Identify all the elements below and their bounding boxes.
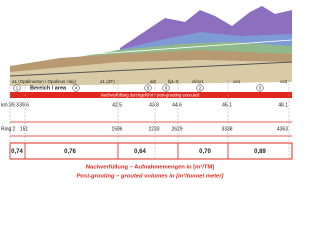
table-frame [9, 142, 293, 160]
area-circle [196, 84, 204, 92]
ring-label: Ring:2 [1, 126, 16, 132]
unit-label: ox2 [280, 79, 288, 84]
tan-layer [10, 60, 292, 86]
geology [9, 6, 293, 86]
km-label: 46.1 [222, 102, 232, 108]
km-label: 44.6 [172, 102, 182, 108]
area-number: 4 [75, 85, 78, 90]
area-circle [72, 84, 80, 92]
ring-label: 4363 [277, 126, 288, 132]
volume-value: 0,89 [254, 149, 266, 155]
km-label: 43.8 [149, 102, 159, 108]
surface-line [9, 39, 293, 61]
unit-label: bj1-3 [168, 79, 179, 84]
area-circle [144, 84, 152, 92]
ring-label: 2629 [171, 126, 182, 132]
km-label: 39.6 [19, 102, 29, 108]
volume-value: 0,70 [199, 149, 211, 155]
area-number: 2 [199, 85, 202, 90]
km-label: km:39.3 [1, 102, 19, 108]
unit-label: a1 (Opalinuston / Opalinus clay) [12, 79, 77, 84]
km-label: 48.1 [278, 102, 288, 108]
post-grouting-bar [10, 92, 292, 98]
unit-label: ox1 [233, 79, 241, 84]
unit-label: al2 [150, 79, 157, 84]
geological-section: a1 (Opalinuston / Opalinus clay) a1 (ZF) a… [1, 6, 293, 180]
unit-label: cl/ox1 [192, 79, 204, 84]
post-grouting-label: Nachverfüllung durchgeführt / post-grout… [101, 92, 200, 97]
ring-label: 2233 [148, 126, 159, 132]
caption-en: Post-grouting – grouted volumes in [m³/t… [77, 173, 225, 180]
caption-de: Nachverfüllung – Aufnahmemengen in [m³/T… [86, 164, 214, 171]
ring-label: 151 [20, 126, 29, 132]
volume-value: 0,74 [11, 149, 23, 155]
area-number: 1 [16, 85, 19, 90]
ring-label: 3338 [221, 126, 232, 132]
area-circle [13, 84, 21, 92]
area-number: 6 [165, 85, 168, 90]
area-number: 5 [147, 85, 150, 90]
area-number: 3 [259, 85, 262, 90]
area-circle [162, 84, 170, 92]
area-label: Bereich / area [30, 85, 67, 91]
tunnel-axis [9, 61, 293, 77]
volume-value: 0,76 [64, 149, 76, 155]
area-circle [256, 84, 264, 92]
labels: a1 (Opalinuston / Opalinus clay) a1 (ZF) a… [1, 79, 290, 180]
unit-label: a1 (ZF) [100, 79, 115, 84]
km-label: 42.5 [112, 102, 122, 108]
ring-label: 1596 [111, 126, 122, 132]
volume-value: 0,64 [134, 149, 146, 155]
